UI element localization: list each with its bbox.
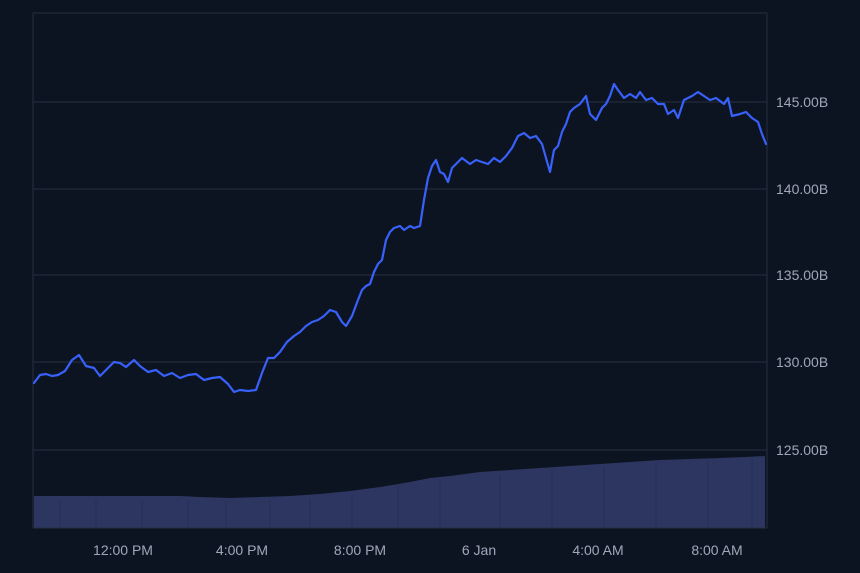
y-tick-label: 125.00B <box>776 442 829 458</box>
y-tick-label: 145.00B <box>776 94 829 110</box>
volume-area <box>34 456 765 528</box>
gridlines <box>33 101 767 451</box>
y-tick-label: 135.00B <box>776 267 829 283</box>
volume-bar-texture <box>59 459 753 528</box>
y-tick-label: 130.00B <box>776 354 829 370</box>
x-tick-label: 4:00 PM <box>215 542 269 558</box>
price-line[interactable] <box>32 82 768 394</box>
x-tick-label: 4:00 AM <box>572 542 624 558</box>
x-tick-label: 8:00 PM <box>333 542 387 558</box>
y-tick-label: 140.00B <box>776 181 829 197</box>
x-tick-label: 12:00 PM <box>93 542 153 558</box>
x-tick-label: 6 Jan <box>461 542 497 558</box>
x-tick-label: 8:00 AM <box>691 542 743 558</box>
